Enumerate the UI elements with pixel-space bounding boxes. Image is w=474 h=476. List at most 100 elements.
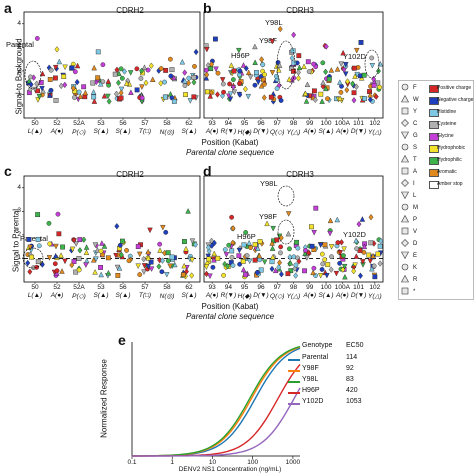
- panel-d-parental-label: R(▼): [220, 292, 237, 299]
- legend-marker-icon: [401, 215, 409, 223]
- panel-a-point: [118, 66, 124, 72]
- panel-d-point: [205, 253, 211, 260]
- panel-c-point: [157, 241, 163, 247]
- panel-d-point: [272, 267, 279, 274]
- panel-b-point: [289, 54, 295, 62]
- panel-b-position-label: 95: [241, 120, 249, 127]
- panel-d-point: [277, 259, 283, 266]
- panel-c-point: [83, 244, 90, 250]
- panel-c-point: [145, 255, 152, 261]
- panel-c-title: CDRH2: [116, 170, 144, 179]
- panel-c-point: [117, 242, 123, 248]
- panel-e-xtick-label: 10: [208, 459, 217, 466]
- panel-b-point: [301, 63, 307, 69]
- panel-b-point: [221, 89, 226, 95]
- panel-d-point: [372, 274, 378, 280]
- panel-d-point: [285, 271, 291, 277]
- ec50-cell: 92: [346, 365, 354, 372]
- panel-c-parental-label: S(▲): [181, 292, 197, 299]
- panel-d-point: [276, 264, 282, 271]
- panel-a-point: [182, 69, 188, 76]
- panel-c-ytick-label: 1: [17, 254, 21, 262]
- panel-a-point: [74, 62, 81, 69]
- panel-a-point: [34, 36, 40, 41]
- panel-a-point: [52, 64, 59, 71]
- legend-aa-label: W: [413, 97, 419, 103]
- panel-a-point: [191, 75, 197, 80]
- legend-aa-label: T: [413, 157, 417, 163]
- panel-c-point: [141, 269, 147, 275]
- panel-d-point: [285, 230, 292, 237]
- panel-d-point: [313, 205, 319, 211]
- panel-b-point: [304, 81, 311, 88]
- panel-c-point: [83, 262, 89, 268]
- panel-a-point: [28, 74, 33, 80]
- panel-b-parental-label: S(▲): [318, 128, 334, 135]
- panel-b-point: [274, 73, 279, 79]
- panel-b-point: [213, 66, 219, 73]
- panel-d-point: [278, 234, 284, 242]
- panel-a-position-label: 57: [141, 120, 149, 127]
- panel-b-point: [323, 68, 329, 76]
- panel-c-point: [148, 259, 154, 265]
- panel-a-position-label: 50: [31, 120, 39, 127]
- panel-d-point: [320, 261, 326, 267]
- panel-a-point: [186, 79, 191, 87]
- panel-b-parental-label: D(▼): [253, 128, 269, 135]
- legend-swatch: [429, 133, 439, 141]
- panel-b-point: [371, 82, 377, 88]
- series-color-swatch: [288, 370, 300, 372]
- panel-b-point: [276, 62, 283, 68]
- legend-category-label: Hydrophilic: [437, 157, 462, 163]
- panel-b-point: [237, 68, 243, 74]
- panel-b-position-label: 96: [257, 120, 265, 127]
- panel-b-parental-label: D(▼): [350, 128, 367, 135]
- panel-d-point: [317, 242, 324, 248]
- panel-b-point: [260, 62, 266, 68]
- panel-b-point: [367, 91, 373, 98]
- legend-marker-icon: [401, 131, 409, 139]
- panel-c-point: [98, 271, 104, 278]
- panel-b-parental-label: A(●): [303, 128, 317, 135]
- panel-a-point: [163, 67, 169, 73]
- panel-a-point: [36, 94, 43, 100]
- panel-c-point: [105, 255, 111, 261]
- panel-a-point: [162, 79, 167, 85]
- panel-a-parental-label: S(▲): [93, 128, 109, 135]
- panel-a-point: [100, 62, 106, 68]
- panel-d-parental-label: A(●): [303, 292, 317, 299]
- panel-letter-a: a: [4, 0, 12, 16]
- panel-c-point: [137, 272, 143, 277]
- panel-c-parental-label: P(◇): [72, 293, 86, 300]
- panel-d-point: [240, 266, 247, 273]
- legend: F W Y C G S T A I L M P V D E K R * Positive charge Negativ…: [398, 80, 474, 300]
- annot-h96p-b: H96P: [231, 51, 250, 60]
- legend-aa-label: E: [413, 253, 418, 259]
- panel-d-point: [322, 242, 328, 248]
- panel-d-point: [264, 220, 270, 227]
- legend-marker-icon: [401, 251, 409, 259]
- legend-aa-label: S: [413, 145, 418, 151]
- panel-a-point: [119, 75, 125, 81]
- panel-b-point: [247, 74, 254, 81]
- panel-a-position-label: 52A: [73, 120, 85, 127]
- panel-b-point: [220, 81, 226, 87]
- panel-c-point: [46, 220, 52, 226]
- panel-d-point: [329, 254, 334, 260]
- panel-c-point: [181, 272, 186, 278]
- panel-a-point: [128, 89, 134, 95]
- panel-d-point: [367, 258, 374, 265]
- panel-a-point: [54, 46, 60, 53]
- panel-b-point: [376, 67, 381, 75]
- panel-b-point: [373, 93, 379, 100]
- panel-d-position-label: 93: [208, 284, 216, 291]
- legend-aa-label: L: [413, 193, 417, 199]
- panel-b-point: [291, 68, 296, 74]
- legend-marker-icon: [401, 287, 409, 295]
- panel-a-parental-label: S(▲): [181, 128, 197, 135]
- panel-c-parental-label: L(▲): [27, 292, 43, 299]
- panel-b-position-label: 93: [208, 120, 216, 127]
- panel-a-point: [26, 77, 33, 84]
- panel-b-point: [277, 25, 283, 33]
